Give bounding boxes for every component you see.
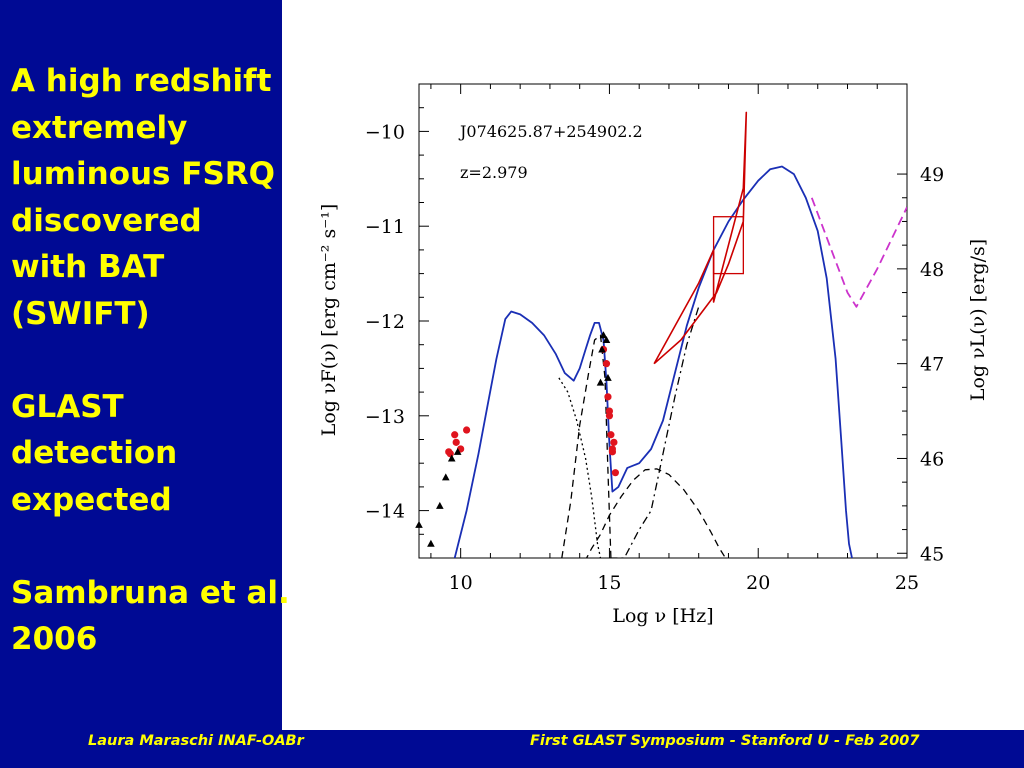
y2-tick-label: 48 (920, 259, 944, 281)
marker-layer (415, 331, 619, 547)
data-point-red (608, 448, 617, 456)
data-point-red (610, 438, 618, 446)
x-tick-label: 15 (597, 572, 621, 594)
y-tick-label: −12 (365, 311, 405, 333)
plot-frame (418, 83, 908, 559)
data-point-triangle (604, 373, 612, 381)
bat-bowtie (653, 111, 748, 365)
y2-tick-label: 46 (920, 448, 944, 470)
data-point-triangle (436, 501, 444, 509)
series-line-accretion-disk (561, 334, 612, 558)
data-point-triangle (441, 473, 450, 481)
data-point-red (604, 393, 612, 401)
data-point-triangle (598, 345, 606, 353)
x-tick-label: 20 (746, 572, 770, 594)
y-tick-label: −10 (365, 121, 405, 143)
y-tick-label: −11 (365, 216, 405, 238)
footer-event: First GLAST Symposium - Stanford U - Feb… (530, 733, 920, 749)
series-line-total-model (453, 165, 853, 558)
sed-chart: 10 15 20 25 −14 −13 −12 −11 −10 45 46 47 48 49 J07462… (318, 83, 989, 627)
x-tick-label: 25 (895, 572, 919, 594)
slide-title: A high redshift extremely luminous FSRQ … (11, 63, 290, 657)
data-point-triangle (599, 331, 608, 339)
source-name-annotation: J074625.87+254902.2 (458, 122, 643, 141)
data-point-triangle (453, 447, 462, 455)
data-point-red (605, 412, 614, 420)
data-point-triangle (602, 335, 611, 343)
redshift-annotation: z=2.979 (460, 163, 528, 182)
y-axis-label-left: Log νF(ν) [erg cm⁻² s⁻¹] (318, 204, 340, 437)
data-point-red (611, 469, 619, 477)
y-tick-label: −13 (365, 406, 405, 428)
series-line-external-Compton (609, 306, 700, 558)
footer-bar: Laura Maraschi INAF-OABr First GLAST Sym… (0, 730, 1024, 768)
data-point-red (463, 426, 471, 434)
data-point-red (602, 360, 611, 368)
series-line-synchrotron (558, 377, 602, 558)
y2-tick-label: 47 (920, 354, 944, 376)
axis-ticks (419, 83, 908, 559)
y2-tick-label: 49 (920, 164, 944, 186)
series-layer (453, 111, 907, 558)
y-tick-label: −14 (365, 501, 405, 523)
x-axis-label: Log ν [Hz] (612, 605, 713, 627)
data-point-red (607, 431, 615, 439)
data-point-red (446, 450, 454, 458)
data-point-triangle (596, 378, 605, 386)
data-point-triangle (447, 454, 456, 462)
data-point-triangle (415, 520, 423, 528)
y2-tick-label: 45 (920, 543, 944, 565)
footer-author: Laura Maraschi INAF-OABr (88, 733, 304, 749)
x-tick-label: 10 (449, 572, 473, 594)
data-point-red (451, 431, 459, 439)
bat-box (712, 216, 744, 275)
data-point-red (452, 438, 460, 446)
y2-axis-label: Log νL(ν) [erg/s] (967, 239, 989, 401)
series-line-corona-X-ray (585, 468, 727, 558)
left-panel (0, 0, 282, 730)
data-point-triangle (427, 539, 435, 547)
tick-labels: 10 15 20 25 −14 −13 −12 −11 −10 45 46 47 48 49 (365, 121, 944, 594)
series-line-GLAST-sensitivity (810, 197, 907, 308)
